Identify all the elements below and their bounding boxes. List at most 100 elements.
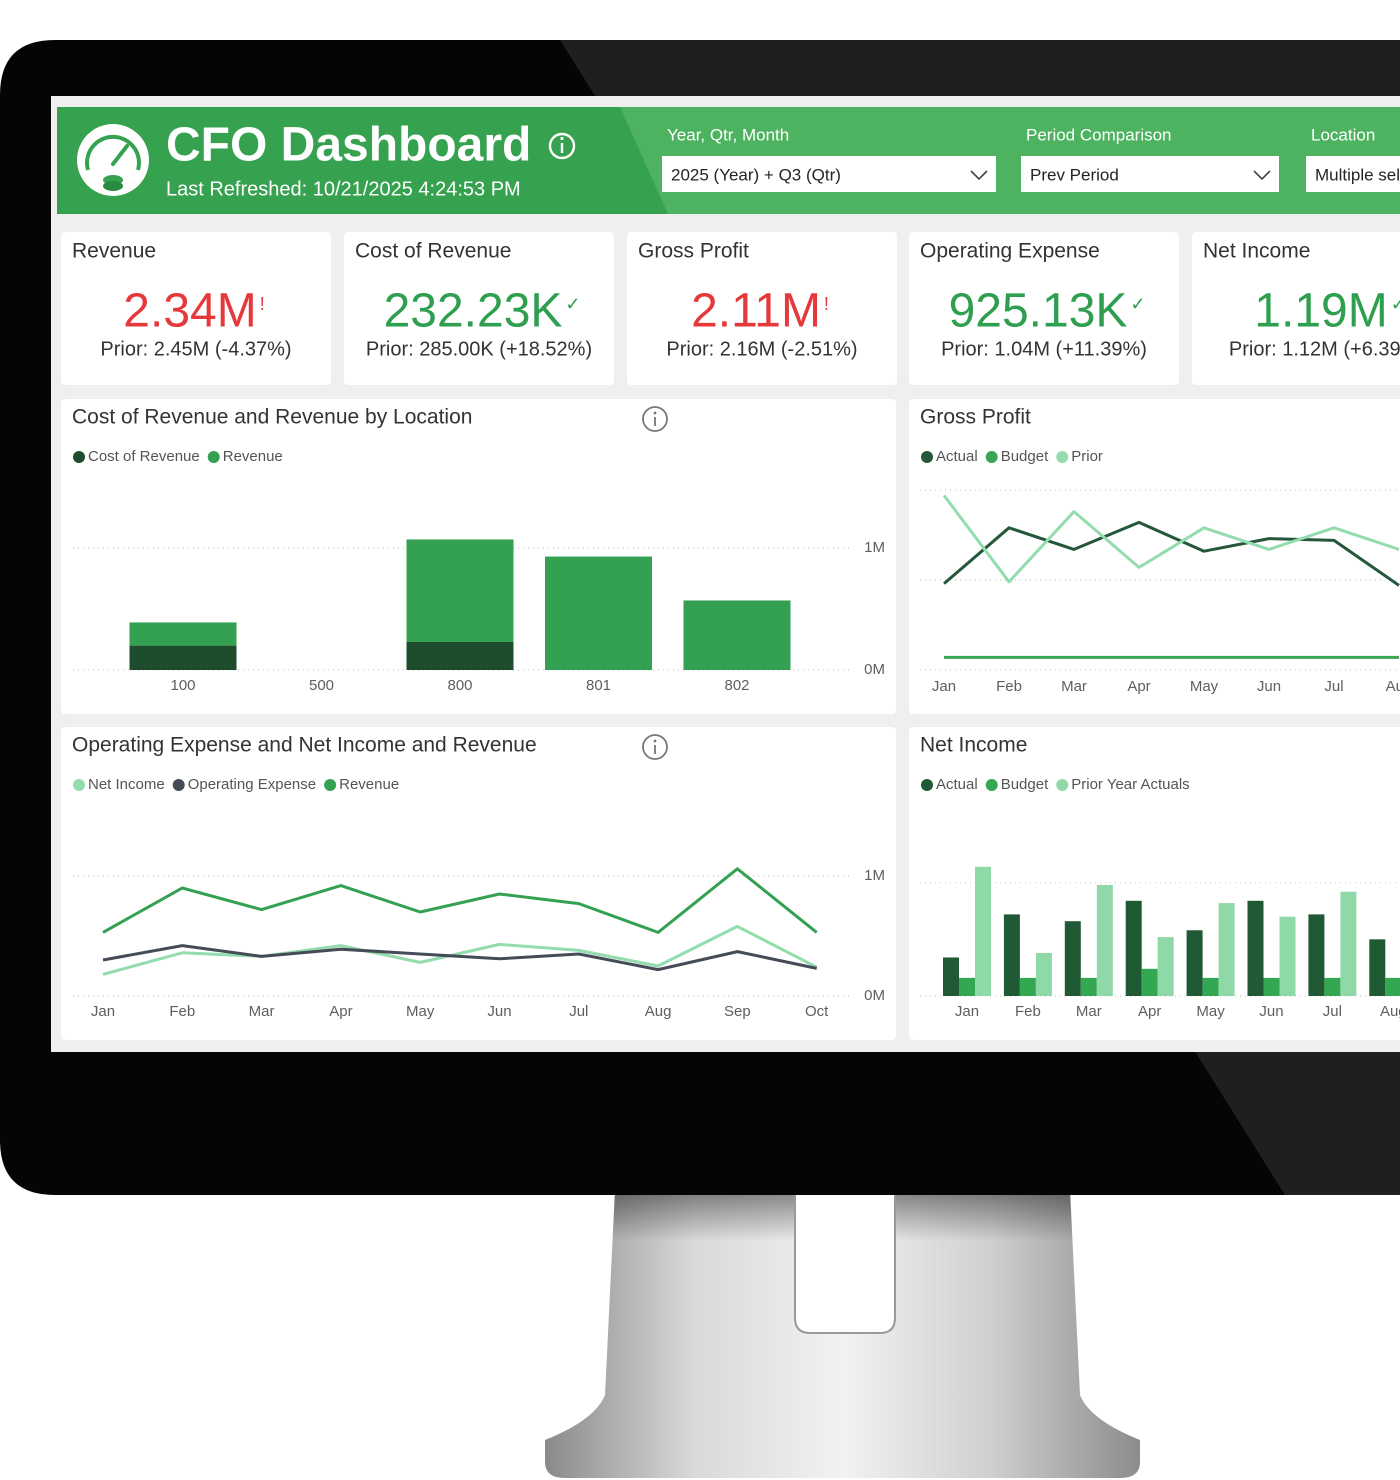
line-series <box>102 944 818 972</box>
y-tick-label: 1M <box>864 539 885 556</box>
bar-segment <box>683 600 791 670</box>
chart-title: Cost of Revenue and Revenue by Location <box>72 406 472 429</box>
legend-label: Net Income <box>88 776 165 793</box>
x-tick-label: 800 <box>447 677 472 694</box>
legend-swatch <box>985 779 998 791</box>
kpi-value: 232.23K <box>384 285 563 338</box>
info-icon <box>642 406 668 432</box>
legend-label: Actual <box>936 776 978 793</box>
legend-swatch <box>73 779 85 791</box>
x-tick-label: 801 <box>586 677 611 694</box>
legend-label: Revenue <box>223 448 283 465</box>
kpi-status-icon: ! <box>260 294 265 314</box>
bar <box>1141 968 1158 996</box>
y-tick-label: 1M <box>864 867 885 884</box>
kpi-status-icon: ✓ <box>1391 294 1400 314</box>
x-tick-label: Jul <box>1323 1003 1342 1020</box>
x-tick-label: 500 <box>309 677 334 694</box>
filter-label: Period Comparison <box>1026 125 1172 144</box>
y-tick-label: 0M <box>864 987 885 1004</box>
x-tick-label: 802 <box>724 677 749 694</box>
x-tick-label: Jul <box>1324 678 1343 695</box>
x-tick-label: May <box>1196 1003 1225 1020</box>
filter-dropdown[interactable] <box>1306 156 1400 192</box>
line-series <box>102 924 818 976</box>
legend-label: Operating Expense <box>188 776 316 793</box>
filter-dropdown[interactable] <box>1021 156 1279 192</box>
filter-value: Prev Period <box>1030 165 1119 184</box>
kpi-value: 1.19M <box>1254 285 1387 338</box>
x-tick-label: Jan <box>91 1003 115 1020</box>
kpi-status-icon: ✓ <box>1130 294 1145 314</box>
filter-dropdown[interactable] <box>662 156 996 192</box>
x-tick-label: Feb <box>169 1003 195 1020</box>
kpi-prior: Prior: 2.45M (-4.37%) <box>100 338 291 360</box>
kpi-card <box>909 232 1179 385</box>
x-tick-label: Jun <box>487 1003 511 1020</box>
legend-label: Prior <box>1071 448 1103 465</box>
x-tick-label: Mar <box>1076 1003 1102 1020</box>
kpi-value: 925.13K <box>949 285 1128 338</box>
x-tick-label: Jan <box>932 678 956 695</box>
kpi-prior: Prior: 2.16M (-2.51%) <box>666 338 857 360</box>
bar <box>1019 977 1036 996</box>
x-tick-label: 100 <box>170 677 195 694</box>
kpi-prior: Prior: 1.04M (+11.39%) <box>941 338 1147 360</box>
dashboard: CFO Dashboard Last Refreshed: 10/21/2025… <box>57 107 1400 1040</box>
kpi-card <box>344 232 614 385</box>
bar <box>1385 977 1400 996</box>
bar <box>975 866 991 996</box>
x-tick-label: May <box>1190 678 1219 695</box>
x-tick-label: Aug <box>1386 678 1400 695</box>
header-band-left <box>57 107 668 214</box>
filter-value: 2025 (Year) + Q3 (Qtr) <box>671 165 841 184</box>
legend-label: Actual <box>936 448 978 465</box>
chart-card <box>61 727 896 1040</box>
logo-needle <box>111 144 129 166</box>
x-tick-label: Mar <box>1061 678 1087 695</box>
bar <box>1308 914 1325 996</box>
x-tick-label: Apr <box>1127 678 1150 695</box>
legend-swatch <box>921 779 933 791</box>
legend-swatch <box>1056 451 1069 463</box>
y-tick-label: 0M <box>864 661 885 678</box>
kpi-title: Cost of Revenue <box>355 240 511 263</box>
kpi-prior: Prior: 1.12M (+6.39%) <box>1229 338 1400 360</box>
bar <box>1340 891 1357 996</box>
kpi-card <box>627 232 897 385</box>
info-icon <box>653 411 657 415</box>
line-series <box>943 520 1400 587</box>
filter-label: Location <box>1311 125 1375 144</box>
kpi-title: Net Income <box>1203 240 1310 263</box>
bar <box>1279 916 1296 996</box>
bar-segment <box>545 556 652 670</box>
bar <box>1186 930 1203 996</box>
x-tick-label: Mar <box>249 1003 275 1020</box>
line-series <box>942 494 1400 584</box>
chart-card <box>909 727 1400 1040</box>
bar <box>1324 977 1341 996</box>
bar-segment <box>406 539 514 642</box>
x-tick-label: Jul <box>569 1003 588 1020</box>
bar <box>1247 900 1264 996</box>
x-tick-label: Oct <box>805 1003 829 1020</box>
legend-label: Cost of Revenue <box>88 448 200 465</box>
x-tick-label: Feb <box>996 678 1022 695</box>
legend-swatch <box>73 451 85 463</box>
bar <box>959 977 975 996</box>
logo-coins <box>103 181 123 191</box>
x-tick-label: May <box>406 1003 435 1020</box>
legend-label: Revenue <box>339 776 399 793</box>
bar <box>1035 952 1052 996</box>
chart-title: Operating Expense and Net Income and Rev… <box>72 734 537 757</box>
kpi-card <box>1192 232 1400 385</box>
bar <box>1080 977 1097 996</box>
bar <box>1157 937 1174 996</box>
legend-swatch <box>921 451 933 463</box>
bar <box>1369 939 1386 996</box>
x-tick-label: Jun <box>1257 678 1281 695</box>
last-refreshed: Last Refreshed: 10/21/2025 4:24:53 PM <box>166 178 521 200</box>
kpi-title: Revenue <box>72 240 156 263</box>
